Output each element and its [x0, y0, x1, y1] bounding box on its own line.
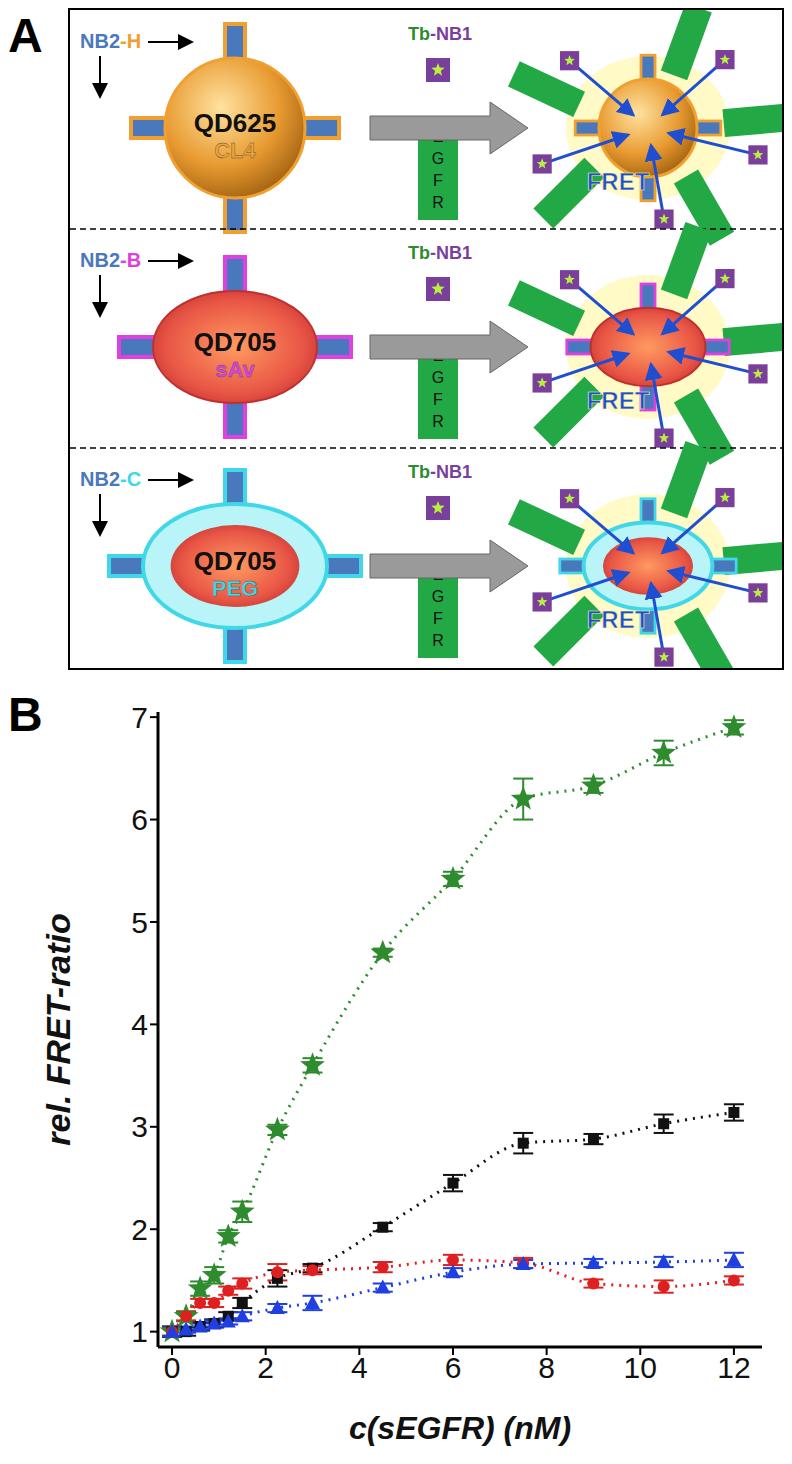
svg-text:c(sEGFR) (nM): c(sEGFR) (nM)	[349, 1410, 571, 1446]
svg-text:7: 7	[131, 701, 148, 734]
svg-text:R: R	[432, 632, 444, 649]
svg-text:6: 6	[445, 1351, 462, 1384]
svg-text:3: 3	[131, 1110, 148, 1143]
svg-text:0: 0	[164, 1351, 181, 1384]
svg-text:8: 8	[538, 1351, 555, 1384]
svg-text:4: 4	[131, 1008, 148, 1041]
svg-text:Tb-NB1: Tb-NB1	[408, 462, 472, 482]
svg-text:FRET: FRET	[587, 606, 650, 633]
svg-text:Tb-NB1: Tb-NB1	[408, 243, 472, 263]
svg-text:2: 2	[257, 1351, 274, 1384]
svg-text:G: G	[432, 588, 444, 605]
svg-text:R: R	[432, 194, 444, 211]
svg-text:NB2-H: NB2-H	[80, 30, 141, 52]
svg-text:G: G	[432, 369, 444, 386]
svg-text:5: 5	[131, 906, 148, 939]
svg-text:12: 12	[717, 1351, 750, 1384]
svg-text:F: F	[433, 391, 443, 408]
svg-text:NB2-C: NB2-C	[80, 468, 141, 490]
svg-text:1: 1	[131, 1315, 148, 1348]
svg-text:F: F	[433, 610, 443, 627]
svg-text:R: R	[432, 413, 444, 430]
svg-text:6: 6	[131, 803, 148, 836]
svg-text:2: 2	[131, 1213, 148, 1246]
html-text:B: B	[8, 688, 43, 741]
svg-text:FRET: FRET	[587, 387, 650, 414]
svg-text:QD705: QD705	[194, 327, 276, 357]
svg-text:CL4: CL4	[214, 138, 256, 163]
svg-text:F: F	[433, 172, 443, 189]
svg-text:FRET: FRET	[587, 168, 650, 195]
svg-text:G: G	[432, 150, 444, 167]
html-text:A: A	[8, 9, 43, 62]
svg-text:rel. FRET-ratio: rel. FRET-ratio	[39, 913, 77, 1145]
svg-text:sAv: sAv	[215, 357, 255, 382]
svg-text:10: 10	[624, 1351, 657, 1384]
svg-text:Tb-NB1: Tb-NB1	[408, 24, 472, 44]
svg-text:PEG: PEG	[212, 576, 258, 601]
svg-text:QD625: QD625	[194, 108, 276, 138]
svg-text:4: 4	[351, 1351, 368, 1384]
svg-text:NB2-B: NB2-B	[80, 249, 141, 271]
svg-text:QD705: QD705	[194, 546, 276, 576]
